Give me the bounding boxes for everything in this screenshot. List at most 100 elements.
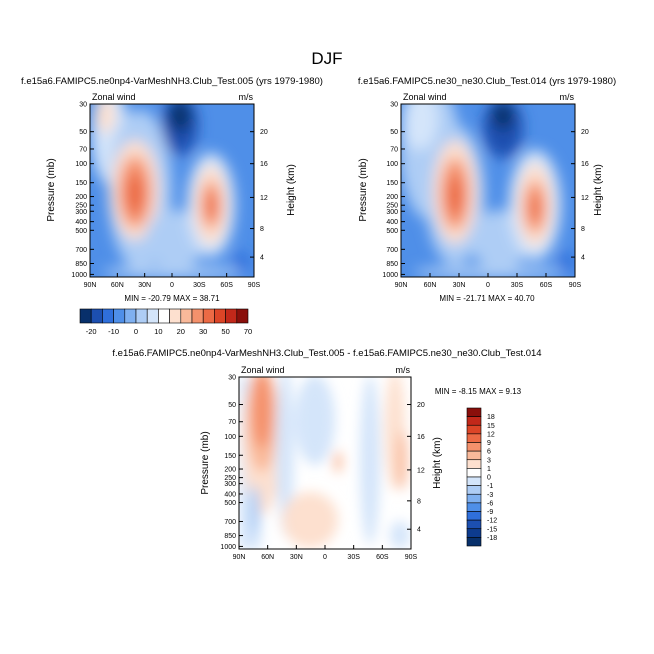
panel-2-min-max: MIN = -21.71 MAX = 40.70 [439,294,535,303]
y-right-tick-label: 8 [581,226,585,233]
panel-2-right-string: m/s [560,92,575,102]
colorbar-swatch [102,308,114,324]
colorbar-swatch [214,308,226,324]
y-tick-label: 1000 [220,544,236,551]
x-tick-label: 90N [84,282,97,289]
diff-colorbar-label: -1 [487,483,493,490]
colorbar-label: 20 [177,327,185,336]
diff-colorbar-swatch [466,468,482,478]
y-right-tick-label: 12 [260,195,268,202]
panel-3: f.e15a6.FAMIPC5.ne0np4-VarMeshNH3.Club_T… [112,348,541,561]
diff-colorbar-swatch [466,459,482,469]
y-right-tick-label: 16 [581,161,589,168]
diff-colorbar-swatch [466,537,482,547]
panel-2-y-ticks-right: 20 16 12 8 4 [571,129,589,262]
y-tick-label: 300 [224,481,236,488]
diff-colorbar-label: -9 [487,509,493,516]
figure-title: DJF [311,49,342,68]
y-tick-label: 300 [75,209,87,216]
panel-3-left-string: Zonal wind [241,365,285,375]
x-tick-label: 60S [376,554,389,561]
y-tick-label: 400 [75,219,87,226]
y-tick-label: 70 [79,146,87,153]
x-tick-label: 60N [424,282,437,289]
colorbar-swatch [146,308,159,324]
y-tick-label: 500 [386,228,398,235]
colorbar-label: 50 [221,327,229,336]
y-tick-label: 70 [228,419,236,426]
y-tick-label: 50 [79,129,87,136]
colorbar-label: 10 [154,327,162,336]
y-tick-label: 250 [75,203,87,210]
diff-colorbar-swatch [466,407,482,417]
colorbar-label: -10 [108,327,119,336]
panel-3-ylabel-right: Height (km) [432,437,443,489]
panel-2-ylabel-right: Height (km) [593,164,604,216]
y-tick-label: 400 [224,491,236,498]
panel-2-left-string: Zonal wind [403,92,447,102]
y-tick-label: 850 [224,533,236,540]
y-right-tick-label: 16 [417,434,425,441]
diff-colorbar-label: 3 [487,457,491,464]
x-tick-label: 30N [290,554,303,561]
colorbar-label: 0 [134,327,138,336]
diff-colorbar-swatch [466,424,482,435]
y-tick-label: 250 [224,475,236,482]
panel-2-title: f.e15a6.FAMIPC5.ne30_ne30.Club_Test.014 … [358,76,616,87]
diff-colorbar-label: -15 [487,526,497,533]
panel-2: f.e15a6.FAMIPC5.ne30_ne30.Club_Test.014 … [358,76,616,303]
y-tick-label: 200 [386,194,398,201]
x-tick-label: 90N [395,282,408,289]
y-tick-label: 200 [224,467,236,474]
colorbar-swatch [180,308,193,324]
y-right-tick-label: 12 [581,195,589,202]
y-tick-label: 30 [390,102,398,109]
x-tick-label: 60N [111,282,124,289]
y-tick-label: 300 [386,209,398,216]
panel-2-x-ticks: 90N 60N 30N 0 30S 60S 90S [395,273,582,289]
y-right-tick-label: 12 [417,467,425,474]
x-tick-label: 60S [540,282,553,289]
x-tick-label: 90S [569,282,582,289]
y-tick-label: 30 [79,102,87,109]
diff-colorbar-label: -6 [487,500,493,507]
x-tick-label: 30N [138,282,151,289]
colorbar-swatch [225,308,238,324]
y-right-tick-label: 20 [260,129,268,136]
x-tick-label: 30N [453,282,466,289]
colorbar-swatch [191,308,204,324]
diff-colorbar-label: -18 [487,535,497,542]
y-right-tick-label: 4 [260,255,264,262]
panel-2-ylabel: Pressure (mb) [358,158,369,221]
diff-colorbar-swatch [466,528,482,538]
panel-1-left-string: Zonal wind [92,92,136,102]
y-tick-label: 700 [75,247,87,254]
y-tick-label: 500 [224,500,236,507]
y-tick-label: 150 [224,453,236,460]
y-right-tick-label: 20 [417,402,425,409]
y-tick-label: 70 [390,146,398,153]
panel-1-contour-field [90,104,254,277]
y-tick-label: 30 [228,375,236,382]
y-right-tick-label: 8 [260,226,264,233]
panel-1-title: f.e15a6.FAMIPC5.ne0np4-VarMeshNH3.Club_T… [21,76,323,87]
diff-colorbar-label: 6 [487,449,491,456]
panel-1: f.e15a6.FAMIPC5.ne0np4-VarMeshNH3.Club_T… [21,76,323,303]
diff-colorbar-label: 18 [487,414,495,421]
y-tick-label: 500 [75,228,87,235]
panel-3-ylabel: Pressure (mb) [200,431,211,494]
x-tick-label: 90S [248,282,261,289]
panel-1-right-string: m/s [239,92,254,102]
y-tick-label: 200 [75,194,87,201]
x-tick-label: 30S [193,282,206,289]
colorbar-swatch [158,308,170,324]
x-tick-label: 0 [486,282,490,289]
y-right-tick-label: 8 [417,498,421,505]
y-right-tick-label: 20 [581,129,589,136]
y-tick-label: 1000 [71,272,87,279]
panel-1-x-ticks: 90N 60N 30N 0 30S 60S 90S [84,273,261,289]
x-tick-label: 90N [233,554,246,561]
